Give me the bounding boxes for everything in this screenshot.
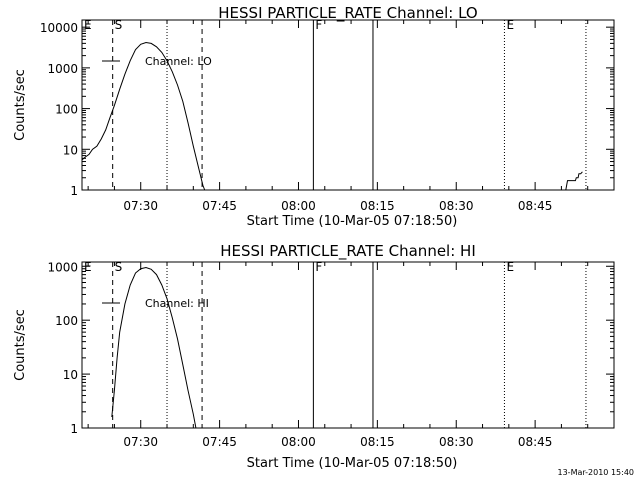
- x-tick-label: 08:00: [281, 199, 316, 213]
- y-tick-label: 100: [55, 314, 78, 328]
- x-tick-label: 08:30: [439, 199, 474, 213]
- event-marker-label: E: [506, 18, 514, 32]
- timestamp-stamp: 13-Mar-2010 15:40: [558, 468, 635, 477]
- event-marker-label: E: [84, 260, 92, 274]
- chart-title: HESSI PARTICLE_RATE Channel: LO: [218, 4, 477, 23]
- chart-title: HESSI PARTICLE_RATE Channel: HI: [220, 242, 476, 261]
- event-marker-label: E: [506, 260, 514, 274]
- y-tick-label: 10: [63, 143, 78, 157]
- x-tick-label: 08:30: [439, 435, 474, 449]
- series-line: [565, 171, 583, 191]
- event-marker-label: S: [115, 260, 123, 274]
- x-tick-label: 08:45: [518, 435, 553, 449]
- event-marker-label: F: [315, 260, 322, 274]
- x-axis-label: Start Time (10-Mar-05 07:18:50): [247, 214, 458, 229]
- series-line: [81, 41, 206, 191]
- y-tick-label: 1000: [47, 62, 78, 76]
- x-tick-label: 07:45: [202, 199, 237, 213]
- y-tick-label: 10: [63, 368, 78, 382]
- y-tick-label: 1000: [47, 260, 78, 274]
- event-marker-label: E: [84, 18, 92, 32]
- plot-frame: [81, 19, 615, 191]
- x-tick-label: 07:30: [123, 435, 158, 449]
- x-tick-label: 08:15: [360, 199, 395, 213]
- y-tick-label: 1: [70, 184, 78, 198]
- x-tick-label: 08:00: [281, 435, 316, 449]
- event-marker-label: S: [115, 18, 123, 32]
- plot-frame: [81, 261, 615, 429]
- x-axis-label: Start Time (10-Mar-05 07:18:50): [247, 456, 458, 471]
- legend-label: Channel: LO: [145, 55, 212, 68]
- y-tick-label: 10000: [40, 21, 78, 35]
- legend-label: Channel: HI: [145, 297, 209, 310]
- y-axis-label: Counts/sec: [13, 309, 28, 381]
- event-marker-label: F: [315, 18, 322, 32]
- y-tick-label: 1: [70, 422, 78, 436]
- y-tick-label: 100: [55, 103, 78, 117]
- x-tick-label: 08:15: [360, 435, 395, 449]
- x-tick-label: 07:30: [123, 199, 158, 213]
- x-tick-label: 07:45: [202, 435, 237, 449]
- series-line: [111, 266, 197, 429]
- x-tick-label: 08:45: [518, 199, 553, 213]
- y-axis-label: Counts/sec: [13, 69, 28, 141]
